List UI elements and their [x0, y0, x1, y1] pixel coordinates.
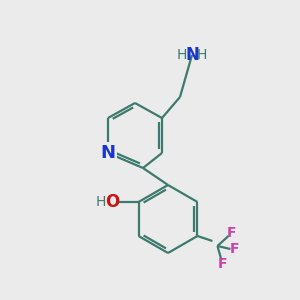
Text: N: N [185, 46, 199, 64]
Text: H: H [95, 195, 106, 209]
Text: O: O [105, 193, 120, 211]
Text: H: H [177, 48, 187, 62]
Text: F: F [230, 242, 239, 256]
Text: H: H [197, 48, 207, 62]
Text: F: F [218, 257, 227, 271]
Text: N: N [100, 144, 116, 162]
Text: F: F [227, 226, 236, 240]
Text: N: N [100, 144, 116, 162]
